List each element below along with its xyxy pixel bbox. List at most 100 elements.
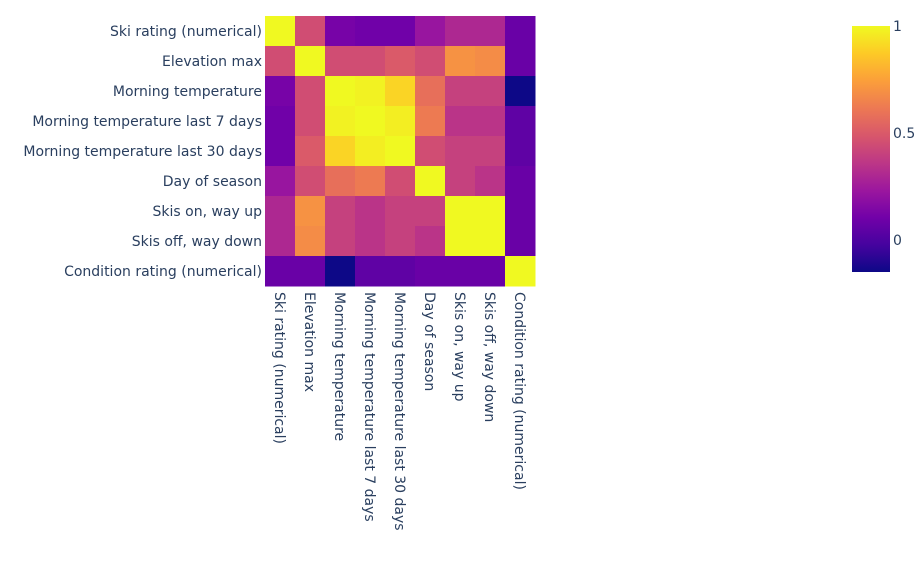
heatmap-cell (505, 76, 536, 107)
heatmap-cells (265, 16, 536, 287)
heatmap-cell (385, 46, 416, 77)
x-tick-label: Morning temperature (331, 292, 347, 441)
heatmap-cell (295, 226, 326, 257)
heatmap-cell (475, 256, 506, 287)
heatmap-cell (385, 256, 416, 287)
colorbar: 00.51 (852, 19, 915, 272)
x-tick-label: Skis off, way down (481, 292, 497, 422)
heatmap-cell (415, 256, 446, 287)
heatmap-cell (355, 256, 386, 287)
heatmap-cell (415, 16, 446, 47)
heatmap-cell (325, 136, 356, 167)
y-tick-label: Morning temperature last 30 days (23, 144, 262, 160)
y-tick-label: Skis on, way up (153, 204, 263, 220)
heatmap-cell (445, 76, 476, 107)
heatmap-cell (385, 136, 416, 167)
heatmap-cell (505, 16, 536, 47)
heatmap-cell (415, 166, 446, 197)
heatmap-cell (445, 166, 476, 197)
x-tick-label: Ski rating (numerical) (271, 292, 287, 444)
heatmap-cell (355, 136, 386, 167)
heatmap-cell (445, 256, 476, 287)
heatmap-cell (475, 16, 506, 47)
heatmap-cell (265, 16, 296, 47)
x-tick-label: Elevation max (301, 292, 317, 392)
heatmap-cell (445, 196, 476, 227)
y-tick-label: Ski rating (numerical) (110, 24, 262, 40)
heatmap-cell (265, 226, 296, 257)
heatmap-cell (355, 226, 386, 257)
heatmap-cell (415, 136, 446, 167)
heatmap-cell (415, 196, 446, 227)
heatmap-cell (295, 16, 326, 47)
heatmap-cell (325, 76, 356, 107)
heatmap-cell (475, 196, 506, 227)
heatmap-cell (445, 16, 476, 47)
y-tick-label: Skis off, way down (132, 234, 262, 250)
heatmap-cell (415, 76, 446, 107)
heatmap-cell (325, 226, 356, 257)
colorbar-gradient (852, 26, 890, 272)
heatmap-cell (385, 76, 416, 107)
heatmap-cell (295, 136, 326, 167)
heatmap-cell (295, 166, 326, 197)
heatmap-cell (355, 196, 386, 227)
heatmap-cell (505, 136, 536, 167)
heatmap-cell (355, 106, 386, 137)
heatmap-cell (295, 106, 326, 137)
heatmap-cell (325, 106, 356, 137)
heatmap-cell (445, 106, 476, 137)
heatmap-cell (445, 136, 476, 167)
heatmap-cell (295, 256, 326, 287)
heatmap-cell (355, 46, 386, 77)
heatmap-cell (325, 256, 356, 287)
heatmap-cell (325, 196, 356, 227)
heatmap-cell (445, 226, 476, 257)
heatmap-cell (385, 16, 416, 47)
x-tick-label: Morning temperature last 30 days (391, 292, 407, 531)
heatmap-cell (385, 226, 416, 257)
heatmap-cell (475, 136, 506, 167)
heatmap-cell (505, 166, 536, 197)
heatmap-cell (265, 136, 296, 167)
heatmap-cell (505, 106, 536, 137)
x-tick-label: Morning temperature last 7 days (361, 292, 377, 522)
heatmap-cell (265, 256, 296, 287)
heatmap-cell (505, 226, 536, 257)
heatmap-cell (325, 46, 356, 77)
x-axis-tick-labels: Ski rating (numerical) Elevation max Morni… (271, 292, 527, 531)
heatmap-cell (355, 16, 386, 47)
heatmap-cell (295, 196, 326, 227)
heatmap-cell (355, 76, 386, 107)
y-tick-label: Morning temperature (113, 84, 262, 100)
y-tick-label: Elevation max (162, 54, 262, 70)
x-tick-label: Day of season (421, 292, 437, 391)
heatmap-cell (415, 226, 446, 257)
heatmap-cell (295, 76, 326, 107)
heatmap-cell (265, 196, 296, 227)
x-tick-label: Skis on, way up (451, 292, 467, 402)
heatmap-cell (415, 46, 446, 77)
heatmap-cell (415, 106, 446, 137)
heatmap-cell (475, 166, 506, 197)
colorbar-tick-label: 0 (893, 233, 902, 249)
heatmap-cell (265, 106, 296, 137)
heatmap-cell (385, 166, 416, 197)
heatmap-cell (385, 196, 416, 227)
heatmap-cell (505, 196, 536, 227)
heatmap-cell (475, 106, 506, 137)
heatmap-cell (385, 106, 416, 137)
heatmap-cell (325, 16, 356, 47)
heatmap-cell (265, 76, 296, 107)
heatmap-cell (325, 166, 356, 197)
x-tick-label: Condition rating (numerical) (511, 292, 527, 490)
heatmap-cell (475, 46, 506, 77)
heatmap-cell (295, 46, 326, 77)
colorbar-tick-label: 0.5 (893, 126, 915, 142)
heatmap-cell (265, 166, 296, 197)
y-tick-label: Condition rating (numerical) (64, 264, 262, 280)
heatmap-cell (475, 226, 506, 257)
y-tick-label: Day of season (163, 174, 262, 190)
